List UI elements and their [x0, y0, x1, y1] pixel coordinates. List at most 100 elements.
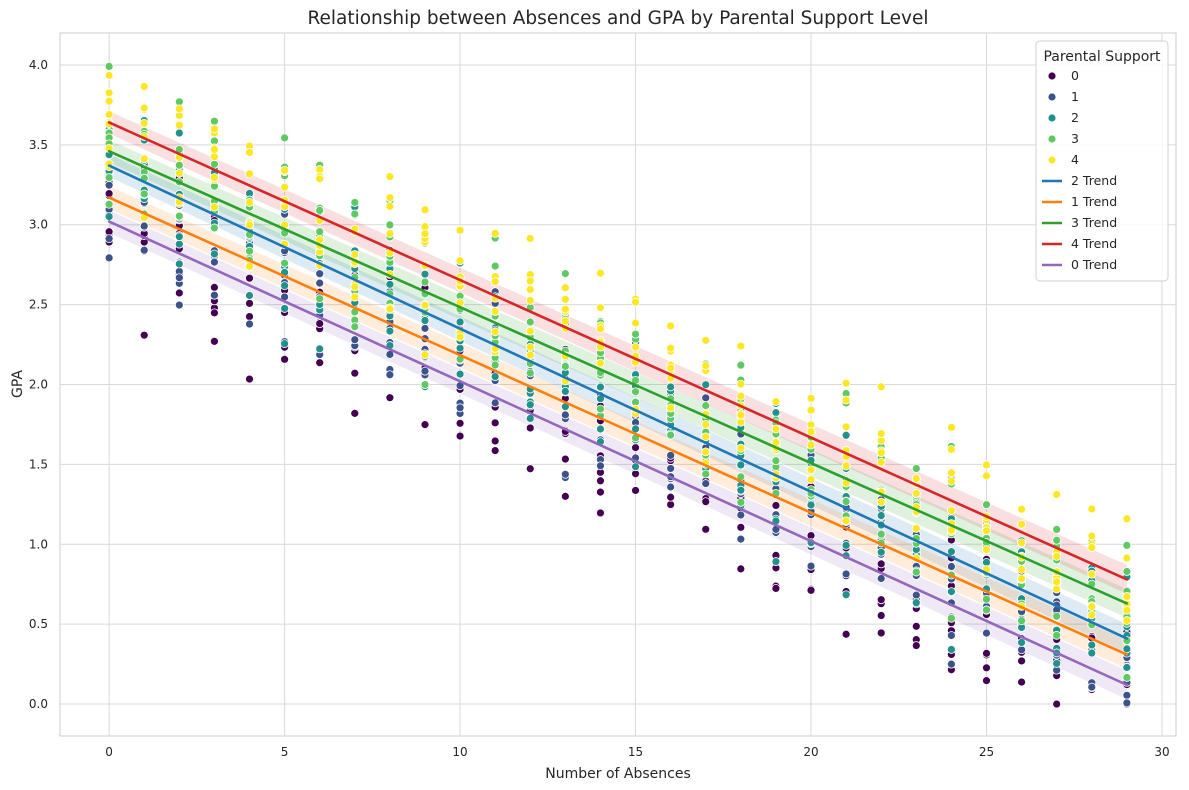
scatter-point — [806, 405, 816, 415]
scatter-point — [841, 497, 851, 506]
scatter-point — [560, 361, 570, 371]
legend-box — [1035, 40, 1169, 282]
scatter-point — [701, 361, 711, 370]
scatter-point — [490, 228, 500, 238]
scatter-point — [420, 420, 430, 430]
scatter-point — [139, 82, 149, 91]
scatter-point — [1052, 490, 1062, 499]
scatter-point — [946, 562, 956, 571]
scatter-point — [139, 154, 149, 164]
scatter-point — [174, 160, 184, 170]
scatter-point — [1122, 567, 1132, 576]
scatter-point — [104, 253, 114, 263]
scatter-point — [911, 488, 921, 498]
y-tick-label: 3.0 — [29, 218, 48, 232]
scatter-point — [1122, 540, 1132, 550]
x-tick-label: 0 — [105, 745, 113, 759]
scatter-point — [490, 398, 500, 408]
scatter-point — [982, 526, 991, 536]
trend-line — [107, 164, 1129, 640]
scatter-point — [736, 510, 746, 520]
confidence-band — [109, 111, 1127, 594]
scatter-point — [350, 322, 360, 332]
scatter-point — [806, 500, 816, 510]
scatter-point — [596, 487, 605, 497]
scatter-point — [210, 124, 219, 134]
scatter-point — [1087, 531, 1097, 541]
trend-line — [107, 121, 1129, 581]
scatter-point — [280, 281, 290, 291]
scatter-point — [280, 182, 290, 192]
scatter-point — [982, 500, 991, 510]
scatter-point — [1017, 656, 1026, 666]
scatter-point — [982, 460, 991, 470]
scatter-point — [736, 485, 746, 495]
scatter-point — [455, 256, 465, 266]
scatter-point — [736, 497, 746, 507]
scatter-point — [174, 273, 184, 283]
scatter-point — [420, 277, 430, 287]
scatter-point — [210, 159, 219, 169]
y-axis-label: GPA — [10, 370, 26, 398]
scatter-point — [666, 403, 676, 413]
scatter-point — [455, 418, 465, 428]
scatter-point — [701, 380, 711, 390]
scatter-point — [174, 259, 184, 269]
scatter-point — [350, 292, 360, 302]
scatter-point — [876, 511, 886, 520]
scatter-point — [280, 165, 290, 175]
scatter-point — [1087, 602, 1097, 611]
scatter-point — [946, 445, 956, 454]
scatter-point — [771, 583, 781, 593]
scatter-point — [666, 482, 676, 492]
scatter-point — [736, 391, 746, 401]
scatter-point — [1017, 574, 1026, 584]
scatter-point — [1017, 645, 1026, 655]
scatter-point — [315, 278, 325, 288]
scatter-point — [596, 303, 605, 313]
scatter-point — [596, 404, 605, 414]
trend-lines — [107, 121, 1129, 687]
scatter-point — [631, 443, 640, 453]
scatter-point — [525, 296, 535, 305]
scatter-point — [666, 430, 676, 440]
scatter-point — [666, 450, 676, 460]
scatter-point — [946, 476, 956, 486]
scatter-point — [490, 360, 500, 370]
scatter-point — [174, 300, 184, 310]
scatter-point — [385, 172, 395, 181]
scatter-point — [876, 595, 886, 605]
legend-label: 0 Trend — [1071, 257, 1117, 272]
scatter-point — [806, 585, 816, 595]
scatter-point — [455, 369, 465, 379]
scatter-point — [139, 189, 149, 199]
scatter-point — [771, 557, 781, 566]
scatter-point — [771, 408, 781, 418]
scatter-point — [771, 456, 781, 466]
scatter-point — [420, 300, 430, 310]
scatter-point — [876, 547, 886, 557]
legend-marker — [1047, 71, 1057, 81]
scatter-point — [1087, 648, 1097, 658]
scatter-point — [876, 448, 886, 458]
scatter-point — [210, 257, 219, 267]
scatter-point — [560, 304, 570, 314]
scatter-point — [1017, 677, 1026, 687]
scatter-point — [560, 387, 570, 396]
scatter-point — [245, 198, 254, 207]
scatter-point — [455, 403, 465, 413]
scatter-point — [210, 202, 219, 212]
scatter-point — [982, 628, 991, 638]
scatter-point — [245, 220, 254, 230]
scatter-point — [911, 621, 921, 631]
scatter-point — [876, 559, 886, 569]
x-tick-labels: 0 5 10 15 20 25 30 — [105, 745, 1169, 759]
scatter-point — [174, 232, 184, 242]
scatter-point — [385, 393, 395, 403]
scatter-point — [841, 430, 851, 440]
scatter-point — [631, 387, 640, 397]
scatter-point — [1017, 519, 1026, 529]
scatter-point — [210, 290, 219, 300]
scatter-point — [210, 249, 219, 259]
scatter-point — [1087, 504, 1097, 514]
